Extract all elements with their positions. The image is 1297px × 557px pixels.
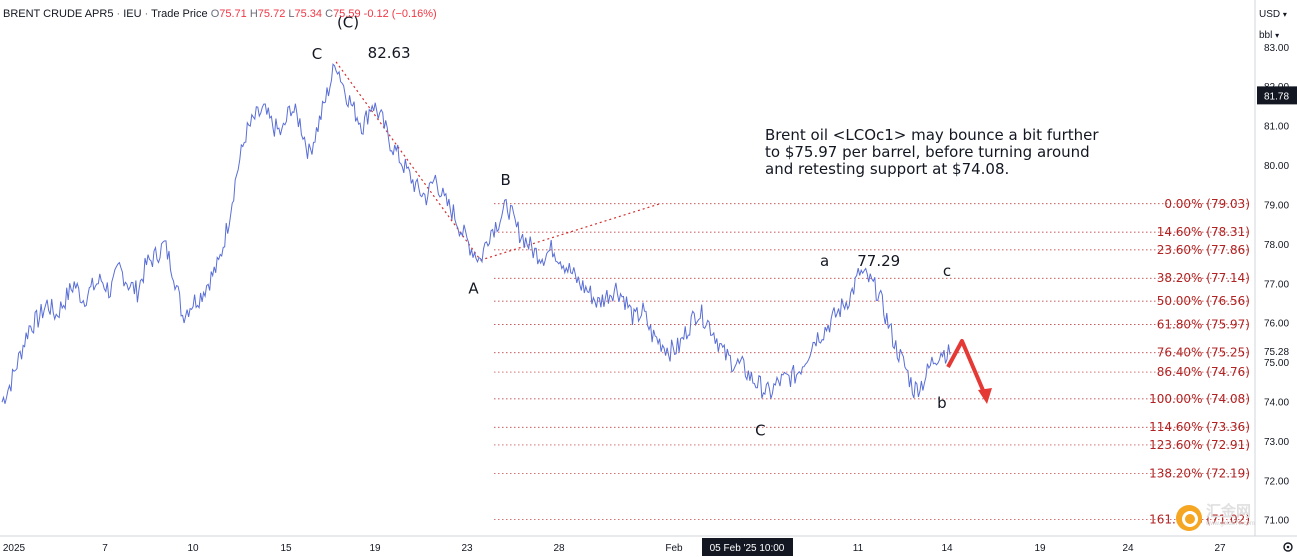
annotation-line: and retesting support at $74.08. [765, 160, 1010, 178]
time-tick-label: 14 [941, 543, 953, 554]
price-tick-label: 79.00 [1264, 200, 1289, 211]
fib-level-label: 100.00% (74.08) [1149, 392, 1250, 406]
fib-level-label: 123.60% (72.91) [1149, 438, 1250, 452]
time-tick-label: 15 [280, 543, 292, 554]
price-tick-label: 74.00 [1264, 398, 1289, 409]
watermark-subtext: www.gold678.com [1206, 521, 1255, 527]
wave-label: A [468, 280, 479, 298]
forecast-arrow-path [946, 339, 987, 396]
trend-line-ab [480, 203, 661, 261]
chevron-down-icon: ▾ [1275, 31, 1280, 40]
wave-label: a [820, 252, 829, 270]
price-series [1, 63, 951, 404]
unit-label: bbl [1259, 30, 1273, 41]
fib-level-label: 23.60% (77.86) [1157, 243, 1250, 257]
exchange-name: IEU [123, 8, 142, 20]
price-tick-label: 75.00 [1264, 358, 1289, 369]
unit-selector[interactable]: bbl ▾ [1259, 30, 1295, 41]
price-line [1, 63, 951, 404]
wave-label: (C) [337, 13, 359, 31]
time-tick-label: 2025 [3, 543, 26, 554]
fib-level-label: 38.20% (77.14) [1157, 271, 1250, 285]
last-price-badge [1257, 86, 1297, 105]
time-tick-label: 27 [1214, 543, 1226, 554]
trend-line-ca [335, 61, 481, 261]
time-tick-label: 19 [369, 543, 381, 554]
time-tick-label: Feb [665, 543, 683, 554]
price-tick-label: 71.00 [1264, 516, 1289, 527]
open-value: 75.71 [219, 8, 247, 20]
symbol-header[interactable]: BRENT CRUDE APR5 · IEU · Trade Price O75… [3, 8, 437, 20]
price-tick-label: 83.00 [1264, 43, 1289, 54]
time-tick-label: 19 [1034, 543, 1046, 554]
symbol-name[interactable]: BRENT CRUDE APR5 [3, 8, 114, 20]
time-tick-label: 10 [187, 543, 199, 554]
time-tick-label: 11 [853, 543, 864, 554]
currency-label: USD [1259, 9, 1281, 20]
wave-label: 77.29 [857, 252, 900, 270]
chevron-down-icon: ▾ [1282, 10, 1287, 19]
forecast-arrow [946, 339, 992, 404]
fib-level-label: 61.80% (75.97) [1157, 317, 1250, 331]
open-label: O [210, 8, 220, 20]
watermark-icon [1176, 505, 1202, 531]
watermark-text: 汇金网 [1206, 502, 1252, 520]
forecast-arrow-head [978, 388, 992, 404]
fib-level-label: 76.40% (75.25) [1157, 346, 1250, 360]
wave-label: 82.63 [368, 44, 411, 62]
price-tick-label: 81.00 [1264, 122, 1289, 133]
time-tick-label: 23 [461, 543, 473, 554]
analysis-annotation: Brent oil <LCOc1> may bounce a bit furth… [765, 127, 1165, 178]
wave-labels: (C) C 82.63 A Ba 77.29 c Cb [312, 13, 951, 439]
annotation-line: Brent oil <LCOc1> may bounce a bit furth… [765, 126, 1099, 144]
price-tick-label: 73.00 [1264, 437, 1289, 448]
price-tick-label: 76.00 [1264, 319, 1289, 330]
time-axis[interactable]: 2025 7 10 15 19 23 28 Feb 11 14 19 24 27 05 Feb '25 1… [3, 538, 1226, 556]
close-label: C [325, 8, 334, 20]
price-type: Trade Price [151, 8, 208, 20]
crosshair-time-label: 05 Feb '25 10:00 [710, 543, 785, 554]
trend-lines [335, 61, 661, 261]
time-tick-label: 24 [1122, 543, 1134, 554]
high-label: H [249, 8, 258, 20]
time-tick-label: 7 [102, 543, 108, 554]
crosshair-time-badge [702, 538, 793, 556]
wave-label: b [937, 394, 947, 412]
fib-labels: 0.00% (79.03) 14.60% (78.31) 23.60% (77.86… [1149, 197, 1250, 527]
fib-level-label: 86.40% (74.76) [1157, 365, 1250, 379]
low-value: 75.34 [294, 8, 323, 20]
wave-label: c [943, 262, 951, 280]
price-tick-label: 78.00 [1264, 240, 1289, 251]
annotation-line: to $75.97 per barrel, before turning aro… [765, 143, 1090, 161]
settings-gear-icon[interactable] [1283, 542, 1293, 552]
price-tick-label: 80.00 [1264, 161, 1289, 172]
watermark-logo: 汇金网 www.gold678.com [1176, 503, 1255, 533]
price-tick-label: 72.00 [1264, 476, 1289, 487]
last-price-label: 81.78 [1264, 91, 1289, 102]
low-label: L [288, 8, 295, 20]
currency-selector[interactable]: USD ▾ [1259, 9, 1295, 20]
time-tick-label: 28 [553, 543, 565, 554]
fib-level-label: 14.60% (78.31) [1157, 225, 1250, 239]
high-value: 75.72 [257, 8, 286, 20]
price-axis[interactable]: 83.0082.0081.0080.0079.0078.0077.0076.00… [1257, 43, 1297, 527]
wave-label: C [755, 422, 765, 440]
change-value: -0.12 (−0.16%) [363, 8, 437, 20]
wave-label: C [312, 45, 322, 63]
fib-level-label: 50.00% (76.56) [1157, 294, 1250, 308]
close-value: 75.59 [333, 8, 361, 20]
fib-level-label: 114.60% (73.36) [1149, 420, 1250, 434]
wave-label: B [500, 171, 510, 189]
fib-level-label: 138.20% (72.19) [1149, 466, 1250, 480]
price-tick-label: 77.00 [1264, 279, 1289, 290]
fib-level-label: 0.00% (79.03) [1164, 197, 1250, 211]
current-price-label: 75.28 [1264, 347, 1289, 358]
